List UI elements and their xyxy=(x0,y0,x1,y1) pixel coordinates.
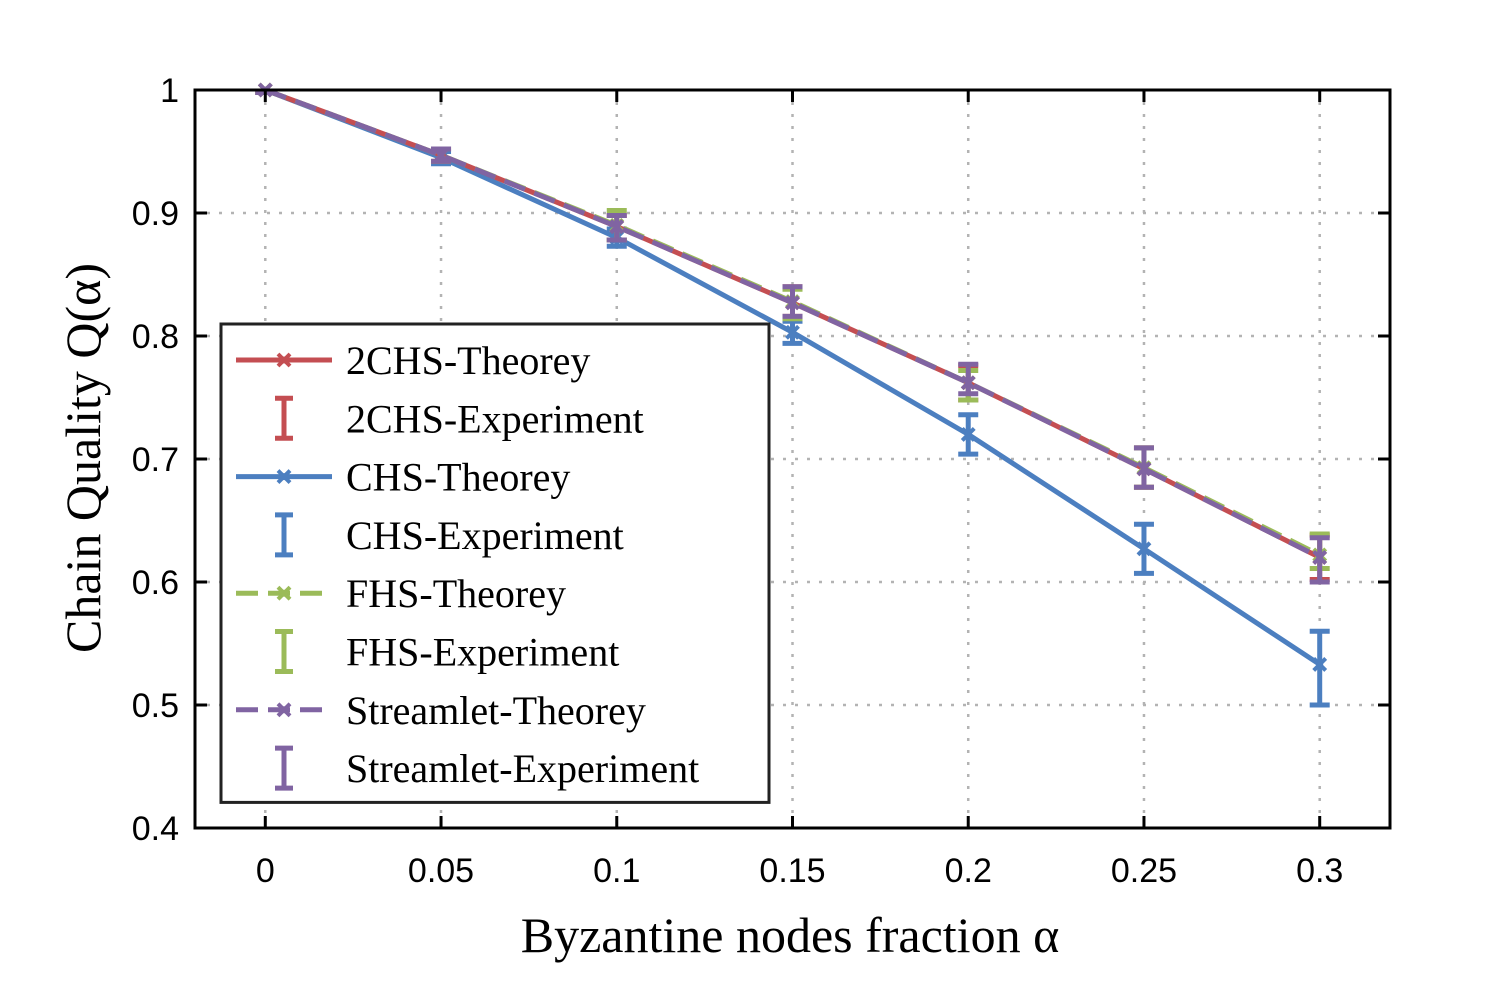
legend-item-fhs-theorey: FHS-Theorey xyxy=(236,571,566,616)
y-tick-label: 0.6 xyxy=(132,564,179,602)
legend-item-chs-theorey: CHS-Theorey xyxy=(236,455,570,500)
streamlet-theorey-marker xyxy=(785,295,800,311)
streamlet-theorey-marker xyxy=(1136,461,1152,477)
legend-item-2chs-experiment: 2CHS-Experiment xyxy=(275,395,644,441)
legend-label: Streamlet-Theorey xyxy=(346,688,646,733)
y-tick-label: 1 xyxy=(160,72,179,110)
x-tick-label: 0.15 xyxy=(759,852,825,890)
streamlet-theorey-marker xyxy=(609,219,625,234)
legend-item-chs-experiment: CHS-Experiment xyxy=(275,512,624,558)
streamlet-theorey-marker xyxy=(433,147,449,163)
legend-errorbar-swatch xyxy=(275,745,293,791)
legend-box xyxy=(219,322,771,804)
legend-errorbar-swatch xyxy=(275,512,293,558)
series-layer xyxy=(255,82,1330,708)
legend-item-2chs-theorey: 2CHS-Theorey xyxy=(236,338,590,383)
streamlet-theorey-marker xyxy=(960,375,976,391)
legend-marker xyxy=(276,469,292,485)
axes-layer: 0 0.05 0.1 0.15 0.2 0.25 0.3 0.4 0.5 0.6 0.7 0.8 0.9… xyxy=(132,72,1392,890)
y-tick-label: 0.7 xyxy=(132,441,179,479)
legend: 2CHS-Theorey 2CHS-Experiment CHS-Theorey CH… xyxy=(219,322,771,804)
x-tick-label: 0.25 xyxy=(1111,852,1177,890)
legend-marker xyxy=(276,702,292,718)
legend-errorbar-swatch xyxy=(275,395,293,441)
streamlet-theorey-marker xyxy=(1312,549,1328,565)
legend-item-fhs-experiment: FHS-Experiment xyxy=(275,629,619,675)
legend-errorbar-swatch xyxy=(275,629,293,674)
legend-label: CHS-Experiment xyxy=(346,513,624,558)
x-tick-label: 0.05 xyxy=(408,852,474,890)
chs-experiment-errorbar xyxy=(782,318,803,346)
chs-experiment-errorbar xyxy=(958,412,979,457)
legend-label: 2CHS-Theorey xyxy=(346,338,590,383)
y-tick-label: 0.8 xyxy=(132,318,179,356)
legend-item-streamlet-experiment: Streamlet-Experiment xyxy=(275,745,699,791)
y-tick-label: 0.9 xyxy=(132,195,179,233)
x-tick-label: 0.2 xyxy=(945,852,992,890)
chs-experiment-errorbar xyxy=(1309,628,1330,708)
legend-label: FHS-Experiment xyxy=(346,630,619,675)
legend-item-streamlet-theorey: Streamlet-Theorey xyxy=(236,688,646,733)
y-tick-label: 0.5 xyxy=(132,687,179,725)
legend-label: Streamlet-Experiment xyxy=(346,746,699,791)
legend-marker xyxy=(276,585,292,601)
chs-experiment-errorbar xyxy=(1133,521,1154,576)
plot-frame xyxy=(193,88,1392,830)
legend-label: 2CHS-Experiment xyxy=(346,396,644,441)
y-tick-label: 0.4 xyxy=(132,810,179,848)
x-axis-title: Byzantine nodes fraction α xyxy=(521,907,1060,963)
x-tick-label: 0 xyxy=(256,852,275,890)
legend-label: CHS-Theorey xyxy=(346,455,570,500)
streamlet-experiment-errorbar xyxy=(958,361,979,397)
x-tick-label: 0.1 xyxy=(593,852,640,890)
y-axis-title: Chain Quality Q(α) xyxy=(55,263,111,653)
legend-label: FHS-Theorey xyxy=(346,571,566,616)
legend-marker xyxy=(276,352,292,368)
x-tick-label: 0.3 xyxy=(1296,852,1343,890)
